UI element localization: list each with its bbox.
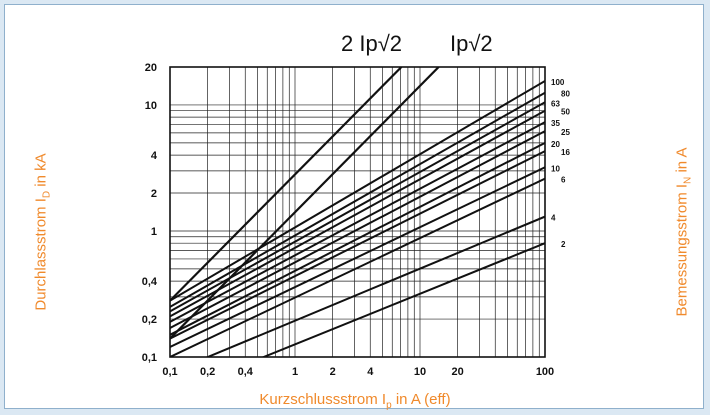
x-tick-label: 0,1: [162, 366, 177, 378]
plot-frame: [169, 66, 546, 358]
series-label: 25: [561, 128, 570, 137]
series-label: 20: [551, 140, 560, 149]
series-line: [205, 215, 545, 357]
x-tick-label: 0,2: [200, 366, 215, 378]
series-label: 80: [561, 90, 570, 99]
series-line: [170, 121, 545, 323]
y-tick-label: 20: [145, 62, 157, 74]
x-tick-label: 20: [452, 366, 464, 378]
envelope-line: [170, 67, 403, 302]
series-line: [170, 177, 545, 357]
series-label: 4: [551, 214, 556, 223]
series-label: 35: [551, 119, 560, 128]
series-label: 16: [561, 148, 570, 157]
y-axis-label-left: Durchlassstrom ID in kA: [32, 153, 53, 311]
series-label: 6: [561, 176, 566, 185]
y-tick-label: 0,1: [142, 352, 157, 364]
y-tick-label: 0,2: [142, 314, 157, 326]
series-label: 100: [551, 78, 565, 87]
y-tick-label: 10: [145, 100, 157, 112]
y-tick-label: 0,4: [142, 276, 158, 288]
x-tick-label: 100: [536, 366, 554, 378]
series-label: 2: [561, 240, 566, 249]
y-tick-label: 1: [151, 226, 157, 238]
series-label: 10: [551, 164, 560, 173]
x-axis-label: Kurzschlussstrom Ip in A (eff): [259, 391, 451, 411]
series-line: [170, 109, 545, 318]
envelope-label: Ip√2: [450, 31, 493, 56]
series-line: [170, 91, 545, 308]
series-label: 50: [561, 108, 570, 117]
series-line: [170, 166, 545, 348]
x-tick-label: 2: [330, 366, 336, 378]
x-tick-label: 0,4: [238, 366, 254, 378]
x-tick-label: 4: [367, 366, 374, 378]
series-line: [170, 101, 545, 313]
series-line: [170, 130, 545, 329]
y-axis-label-right: Bemessungsstrom IN in A: [673, 147, 694, 317]
series-line: [170, 150, 545, 340]
envelope-label: 2 Ip√2: [341, 31, 402, 56]
series-line: [170, 141, 545, 336]
series-line: [170, 80, 545, 302]
chart-svg: 0,1 0,2 0,4 1 2 4 10 20 100 20 10 4 2 1 0,4 0,2 0,1 100 80…: [142, 31, 571, 378]
x-tick-label: 10: [414, 366, 426, 378]
envelope-line: [170, 67, 440, 340]
y-tick-label: 4: [151, 150, 158, 162]
series-line: [261, 242, 545, 357]
x-tick-label: 1: [292, 366, 298, 378]
chart-panel: 0,1 0,2 0,4 1 2 4 10 20 100 20 10 4 2 1 0,4 0,2 0,1 100 80…: [4, 4, 704, 411]
y-tick-label: 2: [151, 188, 157, 200]
series-label: 63: [551, 99, 560, 108]
